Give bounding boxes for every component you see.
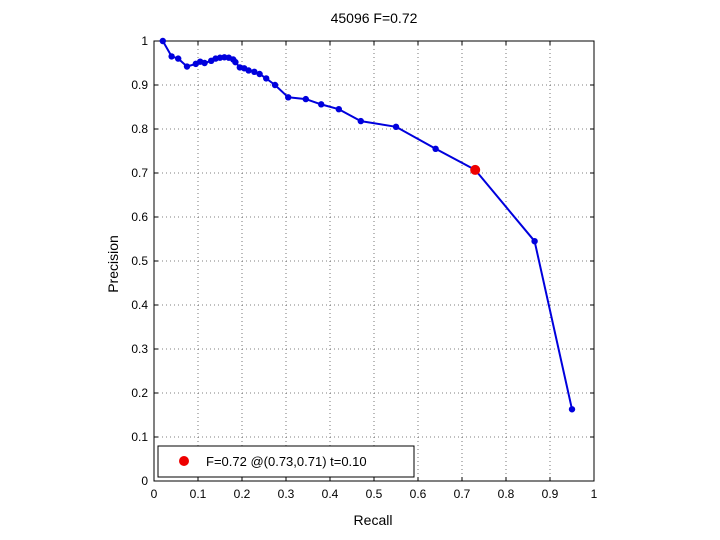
data-point (183, 63, 191, 70)
data-point (256, 70, 263, 78)
y-tick-label: 0.6 (131, 210, 148, 224)
y-tick-label: 0.1 (131, 430, 148, 444)
data-point (531, 238, 538, 245)
x-tick-label: 0 (151, 487, 158, 501)
data-point (432, 145, 439, 152)
x-tick-label: 0.1 (190, 487, 207, 501)
chart-title: 45096 F=0.72 (331, 10, 418, 26)
grid-lines (154, 41, 594, 481)
axis-ticks: 0 0.1 0.2 0.3 0.4 0.5 0.6 0.7 0.8 0.9 1 0 0.1 0.2 0.3 0… (131, 34, 597, 501)
x-tick-label: 0.3 (278, 487, 295, 501)
data-point (251, 68, 258, 76)
data-point (175, 55, 182, 62)
x-axis-label: Recall (354, 512, 393, 528)
data-point (302, 95, 309, 103)
legend-text: F=0.72 @(0.73,0.71) t=0.10 (206, 454, 367, 469)
y-tick-label: 0.2 (131, 386, 148, 400)
x-tick-label: 0.4 (322, 487, 339, 501)
y-tick-label: 0 (141, 474, 148, 488)
data-point (168, 53, 175, 60)
x-tick-label: 0.2 (234, 487, 251, 501)
data-point (271, 81, 279, 89)
data-point (335, 106, 342, 113)
data-point (392, 123, 400, 130)
y-tick-label: 0.4 (131, 298, 148, 312)
data-point (263, 75, 270, 82)
series-layer (159, 37, 576, 413)
x-tick-label: 0.6 (410, 487, 427, 501)
data-point (232, 58, 239, 66)
x-tick-label: 0.7 (454, 487, 471, 501)
data-point (159, 37, 166, 45)
data-point (568, 406, 576, 413)
legend: F=0.72 @(0.73,0.71) t=0.10 (157, 445, 415, 478)
y-tick-label: 0.3 (131, 342, 148, 356)
y-tick-label: 0.8 (131, 122, 148, 136)
data-point (201, 59, 208, 67)
x-tick-label: 0.5 (366, 487, 383, 501)
legend-box (157, 445, 415, 478)
data-point (318, 101, 325, 108)
x-tick-label: 1 (591, 487, 598, 501)
y-axis-label: Precision (105, 235, 121, 293)
data-point (285, 94, 292, 101)
data-point (357, 117, 364, 125)
series-line (161, 40, 573, 410)
y-tick-label: 0.9 (131, 78, 148, 92)
y-tick-label: 1 (141, 34, 148, 48)
x-tick-label: 0.8 (498, 487, 515, 501)
legend-marker (179, 456, 189, 466)
data-point (245, 67, 252, 74)
x-tick-label: 0.9 (542, 487, 559, 501)
y-tick-label: 0.5 (131, 254, 148, 268)
best-f-point (470, 164, 481, 175)
y-tick-label: 0.7 (131, 166, 148, 180)
